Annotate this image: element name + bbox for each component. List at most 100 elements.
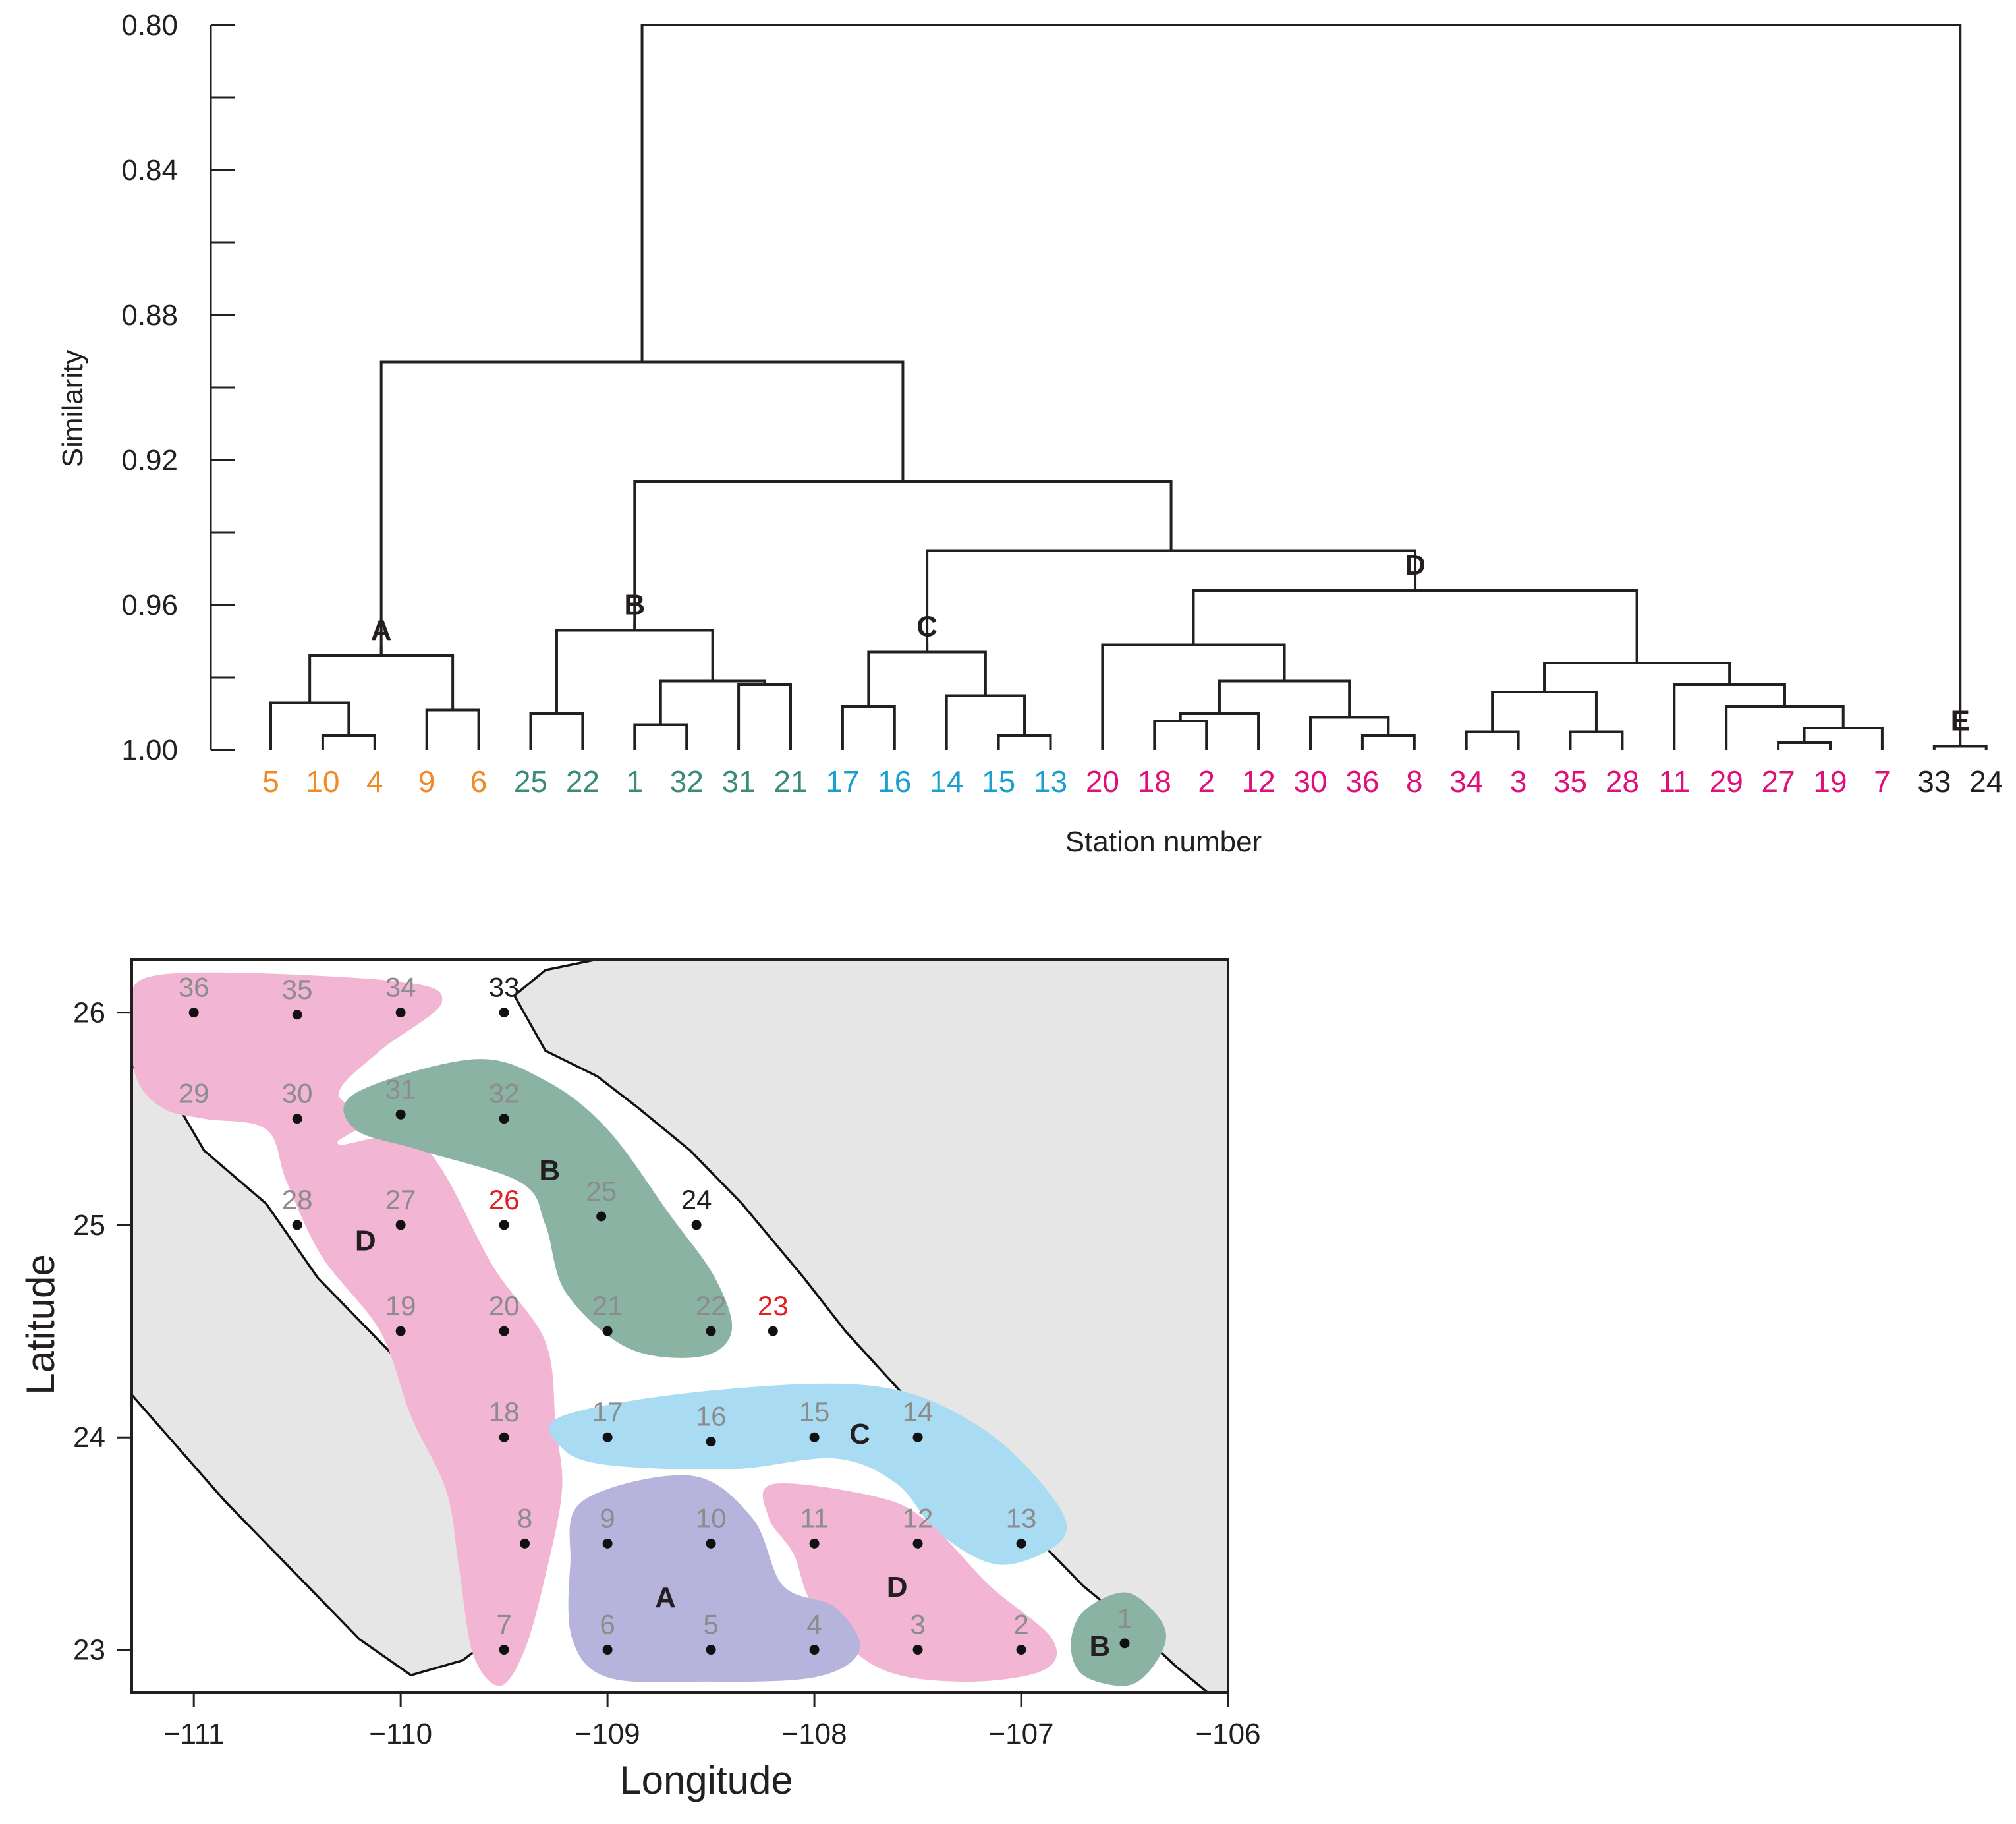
dendrogram-branch: [1218, 679, 1351, 718]
station-dot: [602, 1326, 613, 1336]
station-dot: [1016, 1538, 1026, 1549]
dendrogram-branch: [1491, 691, 1598, 732]
map-x-tick-label: −109: [575, 1718, 640, 1750]
station-label: 5: [703, 1609, 718, 1640]
station-label: 26: [489, 1184, 520, 1215]
station-dot: [596, 1211, 607, 1222]
station-dot: [706, 1326, 716, 1336]
dendrogram-branch: [1192, 589, 1638, 663]
station-label: 4: [806, 1609, 822, 1640]
station-dot: [499, 1432, 509, 1442]
region-label-B: B: [1089, 1630, 1110, 1663]
dendrogram-branch: [841, 705, 896, 750]
station-dot: [395, 1326, 406, 1336]
dendrogram-y-axis: 0.80 0.84 0.88 0.92 0.96 1.00: [121, 9, 235, 766]
cluster-label-C: C: [916, 611, 938, 643]
station-label: 7: [496, 1609, 511, 1640]
station-label: 30: [282, 1078, 313, 1109]
map-frame: [130, 958, 1229, 1694]
dendrogram-leaf-labels: 5 10 4 9 6 25 22 1 32 31 21 17 16 14 15 13 20 18 2 12 30 36 8 3…: [262, 764, 2003, 799]
station-dot: [1016, 1645, 1026, 1655]
dendrogram-branch: [1777, 741, 1832, 750]
dendrogram-branch: [659, 679, 766, 725]
map-region-labels: D B C D A B: [355, 1154, 1110, 1663]
station-label: 17: [592, 1396, 623, 1427]
station-label: 29: [179, 1078, 210, 1109]
map-y-axis: 23 24 25 26: [73, 997, 132, 1667]
dendrogram-branch: [1673, 683, 1786, 750]
dendrogram-y-title: Similarity: [57, 350, 89, 467]
cluster-label-A: A: [371, 614, 392, 646]
leaf-label: 20: [1086, 764, 1119, 799]
map-x-tick-label: −110: [369, 1718, 432, 1750]
region-A: [568, 1475, 860, 1682]
station-dot: [292, 1114, 302, 1124]
cluster-label-E: E: [1951, 705, 1970, 737]
station-label: 14: [903, 1396, 934, 1427]
station-dot: [809, 1538, 820, 1549]
map-y-tick-label: 25: [73, 1209, 105, 1241]
region-label-A: A: [655, 1582, 676, 1614]
leaf-label: 1: [627, 764, 644, 799]
station-label: 24: [681, 1184, 712, 1215]
station-label: 35: [282, 974, 313, 1005]
leaf-label: 11: [1658, 764, 1690, 799]
leaf-label: 4: [366, 764, 383, 799]
leaf-label: 25: [514, 764, 547, 799]
station-label: 16: [696, 1401, 727, 1432]
dendrogram-branch: [926, 549, 1417, 652]
leaf-label: 21: [773, 764, 807, 799]
dendrogram-branch: [633, 723, 688, 750]
map-regions: [132, 972, 1167, 1686]
dendrogram-branch: [867, 650, 987, 706]
station-dot: [1119, 1638, 1130, 1649]
dendrogram-branch: [997, 734, 1052, 750]
map-x-tick-label: −108: [782, 1718, 847, 1750]
map-x-tick-label: −111: [163, 1718, 225, 1750]
dendrogram-y-tick-label: 0.84: [121, 154, 178, 186]
station-label: 15: [799, 1396, 830, 1427]
region-label-D: D: [355, 1224, 376, 1257]
region-label-D: D: [887, 1571, 908, 1603]
station-label: 21: [592, 1290, 623, 1321]
station-label: 28: [282, 1184, 313, 1215]
dendrogram-branch: [269, 701, 350, 750]
station-dot: [395, 1220, 406, 1230]
leaf-label: 12: [1242, 764, 1275, 799]
dendrogram-y-tick-label: 0.88: [121, 299, 178, 331]
station-dot: [809, 1645, 820, 1655]
leaf-label: 15: [982, 764, 1015, 799]
station-label: 36: [179, 972, 210, 1003]
dendrogram-y-tick-label: 0.96: [121, 589, 178, 621]
station-label: 22: [696, 1290, 727, 1321]
dendrogram-branch: [1153, 720, 1208, 750]
station-dot: [706, 1645, 716, 1655]
station-dot: [768, 1326, 778, 1336]
leaf-label: 7: [1874, 764, 1891, 799]
dendrogram-branch: [1932, 745, 1988, 750]
station-label: 1: [1117, 1603, 1132, 1634]
leaf-label: 16: [878, 764, 911, 799]
station-label: 3: [910, 1609, 925, 1640]
station-dot: [188, 1008, 199, 1018]
station-dot: [292, 1220, 302, 1230]
station-dot: [499, 1645, 509, 1655]
station-dot: [395, 1109, 406, 1120]
map-x-tick-label: −106: [1195, 1718, 1260, 1750]
dendrogram-branch: [640, 24, 1962, 737]
station-label: 11: [800, 1502, 829, 1533]
station-label: 8: [517, 1502, 532, 1533]
station-dot: [912, 1645, 923, 1655]
dendrogram-branch: [1569, 730, 1624, 750]
leaf-label: 29: [1710, 764, 1743, 799]
leaf-label: 17: [826, 764, 859, 799]
dendrogram-y-tick-label: 1.00: [121, 734, 178, 766]
cluster-label-B: B: [624, 589, 645, 621]
leaf-label: 18: [1138, 764, 1171, 799]
dendrogram-branch: [1309, 716, 1390, 750]
station-dot: [499, 1220, 509, 1230]
leaf-label: 34: [1449, 764, 1483, 799]
dendrogram-panel: 0.800.840.880.920.961.00 5 10 4 9 6 25 22 1 32 31…: [57, 9, 2003, 858]
leaf-label: 28: [1606, 764, 1639, 799]
